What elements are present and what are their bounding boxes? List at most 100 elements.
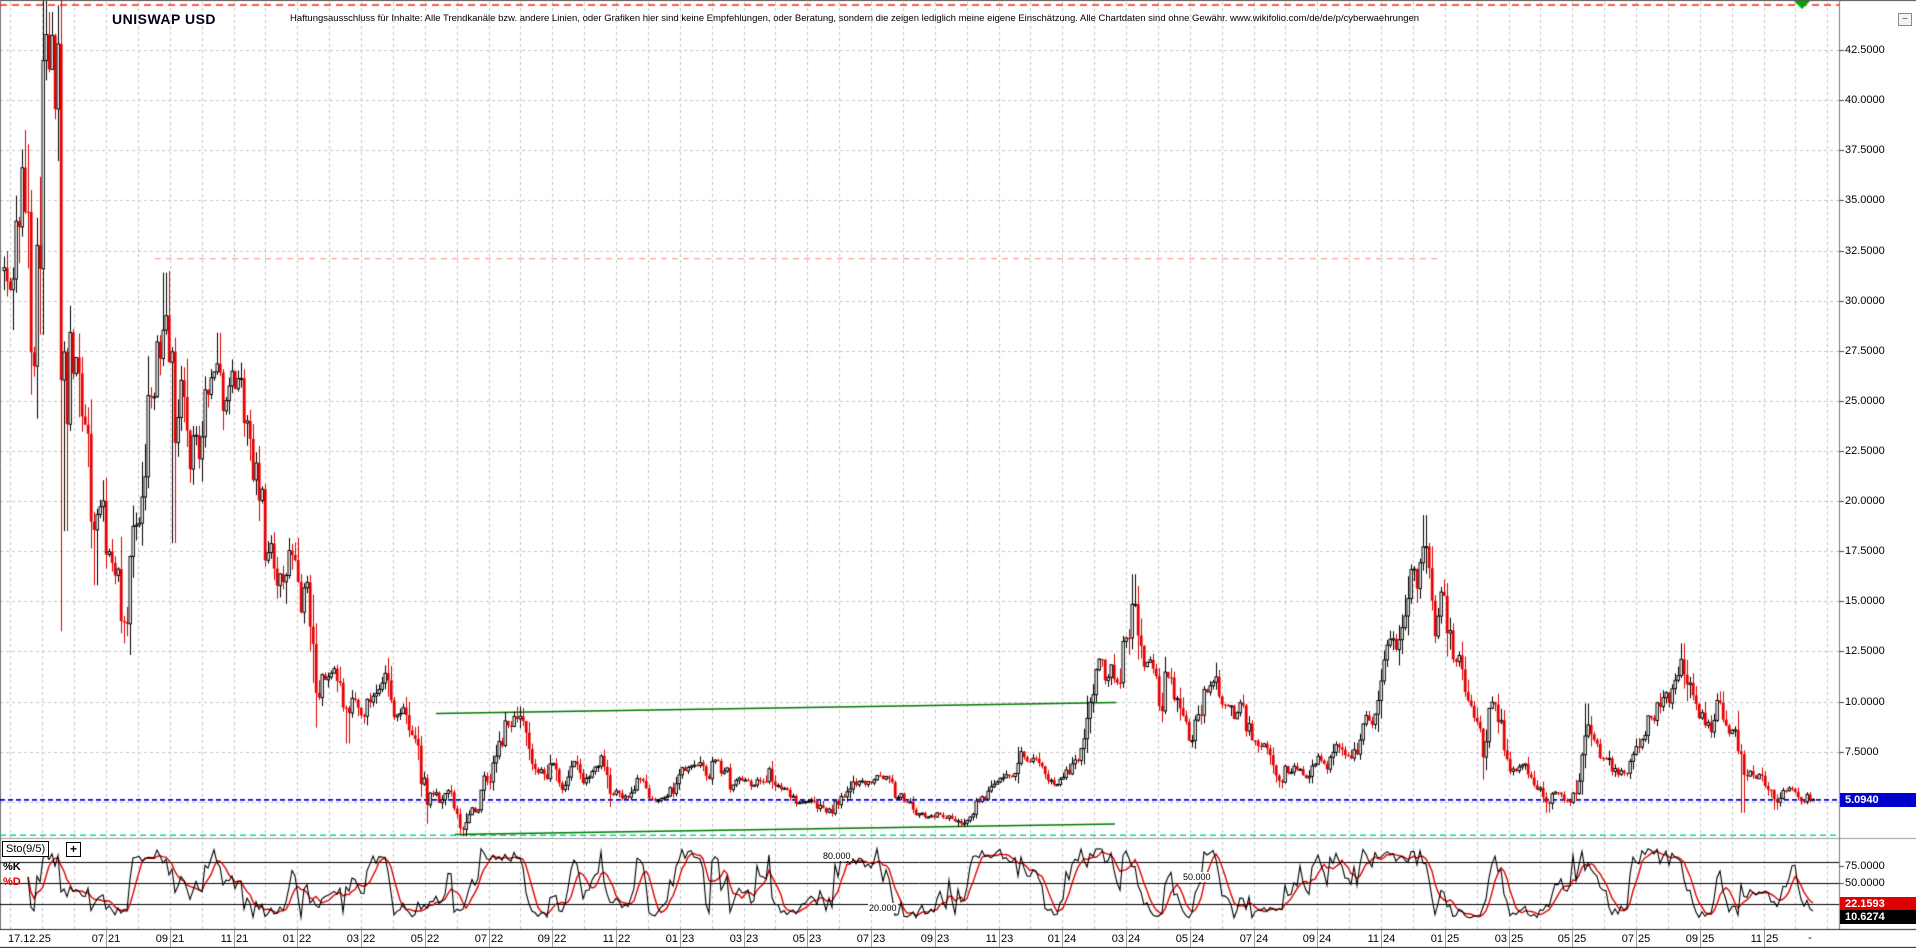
date-axis-month-label: 11: [985, 933, 997, 945]
sto-d-value-badge: 22.1593: [1840, 897, 1916, 911]
date-axis-tick: [871, 930, 872, 947]
date-axis-year-label: 25: [1702, 933, 1715, 945]
sto-threshold-80-label: 80.000: [822, 851, 852, 861]
date-axis-tick: [1254, 930, 1255, 947]
date-axis-month-label: 01: [665, 933, 678, 945]
date-axis-year-label: 22: [491, 933, 504, 945]
date-axis-month-label: 05: [1557, 933, 1570, 945]
price-axis-label: 17.5000: [1845, 545, 1885, 558]
date-axis-year-label: 23: [682, 933, 695, 945]
date-axis-year-label: 23: [873, 933, 886, 945]
date-axis-tick: [297, 930, 298, 947]
price-axis-label: 15.0000: [1845, 595, 1885, 608]
price-axis-label: 25.0000: [1845, 394, 1885, 407]
date-axis-month-label: 11: [1750, 933, 1762, 945]
price-axis-label: 32.5000: [1845, 244, 1885, 257]
date-axis-year-label: 24: [1064, 933, 1077, 945]
date-axis-year-label: 24: [1383, 933, 1396, 945]
date-axis-year-label: 24: [1192, 933, 1205, 945]
date-axis-month-label: 07: [474, 933, 487, 945]
date-axis-month-label: 03: [729, 933, 742, 945]
date-axis-tick: [744, 930, 745, 947]
date-axis-year-label: 25: [1574, 933, 1587, 945]
date-axis-month-label: 09: [1685, 933, 1698, 945]
date-axis-month-label: 01: [282, 933, 295, 945]
price-axis-label: 40.0000: [1845, 94, 1885, 107]
date-axis-month-label: 01: [1430, 933, 1443, 945]
date-axis-tick: [1764, 930, 1765, 947]
date-axis-tick: [807, 930, 808, 947]
date-axis-tick: [1317, 930, 1318, 947]
sto-expand-button[interactable]: +: [66, 842, 81, 857]
sto-d-label: %D: [3, 876, 21, 888]
date-axis-year-label: 23: [1001, 933, 1014, 945]
sto-threshold-50-label: 50.000: [1182, 872, 1212, 882]
date-axis-tick: [1445, 930, 1446, 947]
date-axis-tick: [1190, 930, 1191, 947]
date-axis-month-label: 05: [410, 933, 423, 945]
date-axis-year-label: 23: [809, 933, 822, 945]
date-axis-tick: [1126, 930, 1127, 947]
date-axis-month-label: 11: [1367, 933, 1379, 945]
sto-k-value-badge: 10.6274: [1840, 910, 1916, 924]
minimize-button[interactable]: −: [1898, 13, 1912, 26]
date-axis-month-label: 01: [1047, 933, 1060, 945]
date-axis-month-label: 07: [1239, 933, 1252, 945]
date-axis-year-label: 25: [1447, 933, 1460, 945]
date-axis-tick: [489, 930, 490, 947]
date-axis-year-label: 23: [746, 933, 759, 945]
sto-axis-label: 75.0000: [1845, 859, 1885, 872]
date-axis-year-label: 22: [427, 933, 440, 945]
date-axis-month-label: 09: [920, 933, 933, 945]
date-axis-year-label: 21: [172, 933, 185, 945]
date-axis-month-label: 03: [1111, 933, 1124, 945]
date-axis-tick: [1509, 930, 1510, 947]
date-axis-tick: [999, 930, 1000, 947]
date-axis-year-label: 23: [937, 933, 950, 945]
date-axis-year-label: 25: [1511, 933, 1524, 945]
date-axis-year-label: 21: [108, 933, 121, 945]
price-axis-label: 20.0000: [1845, 495, 1885, 508]
date-axis-year-label: 21: [236, 933, 249, 945]
price-axis-label: 42.5000: [1845, 44, 1885, 57]
date-axis-tick: [1062, 930, 1063, 947]
date-axis-month-label: 05: [1175, 933, 1188, 945]
date-axis-tick: [106, 930, 107, 947]
price-axis-label: 35.0000: [1845, 194, 1885, 207]
date-axis-year-label: 25: [1638, 933, 1651, 945]
sto-k-label: %K: [3, 861, 21, 873]
current-price-badge: 5.0940: [1840, 793, 1916, 807]
date-axis-tick: [552, 930, 553, 947]
date-axis-year-label: 25: [1766, 933, 1779, 945]
date-axis-year-label: 22: [554, 933, 567, 945]
price-axis-label: 30.0000: [1845, 294, 1885, 307]
sto-threshold-20-label: 20.000: [868, 903, 898, 913]
price-axis-label: 22.5000: [1845, 444, 1885, 457]
date-axis-month-label: 03: [1494, 933, 1507, 945]
date-axis-tick: [234, 930, 235, 947]
date-axis-month-label: 11: [220, 933, 232, 945]
date-axis-year-label: 22: [618, 933, 631, 945]
date-axis-tick: [680, 930, 681, 947]
sto-axis-label: 50.0000: [1845, 877, 1885, 890]
price-axis-label: 10.0000: [1845, 695, 1885, 708]
date-axis-tick: [170, 930, 171, 947]
sto-indicator-label[interactable]: Sto(9/5): [2, 841, 50, 857]
date-axis-year-label: 24: [1319, 933, 1332, 945]
date-axis-tick: [425, 930, 426, 947]
date-axis-tick: [1572, 930, 1573, 947]
date-axis-month-label: 09: [537, 933, 550, 945]
date-axis-month-label: 09: [1302, 933, 1315, 945]
date-axis-month-label: 05: [792, 933, 805, 945]
date-axis-month-label: 07: [1621, 933, 1634, 945]
date-axis-month-label: 07: [91, 933, 104, 945]
date-axis-year-label: 22: [363, 933, 376, 945]
date-axis-year-label: 22: [299, 933, 312, 945]
price-axis-label: 12.5000: [1845, 645, 1885, 658]
date-axis-month-label: 03: [346, 933, 359, 945]
date-axis-year-label: 24: [1256, 933, 1269, 945]
price-axis-label: 27.5000: [1845, 344, 1885, 357]
date-axis-month-label: 11: [602, 933, 614, 945]
